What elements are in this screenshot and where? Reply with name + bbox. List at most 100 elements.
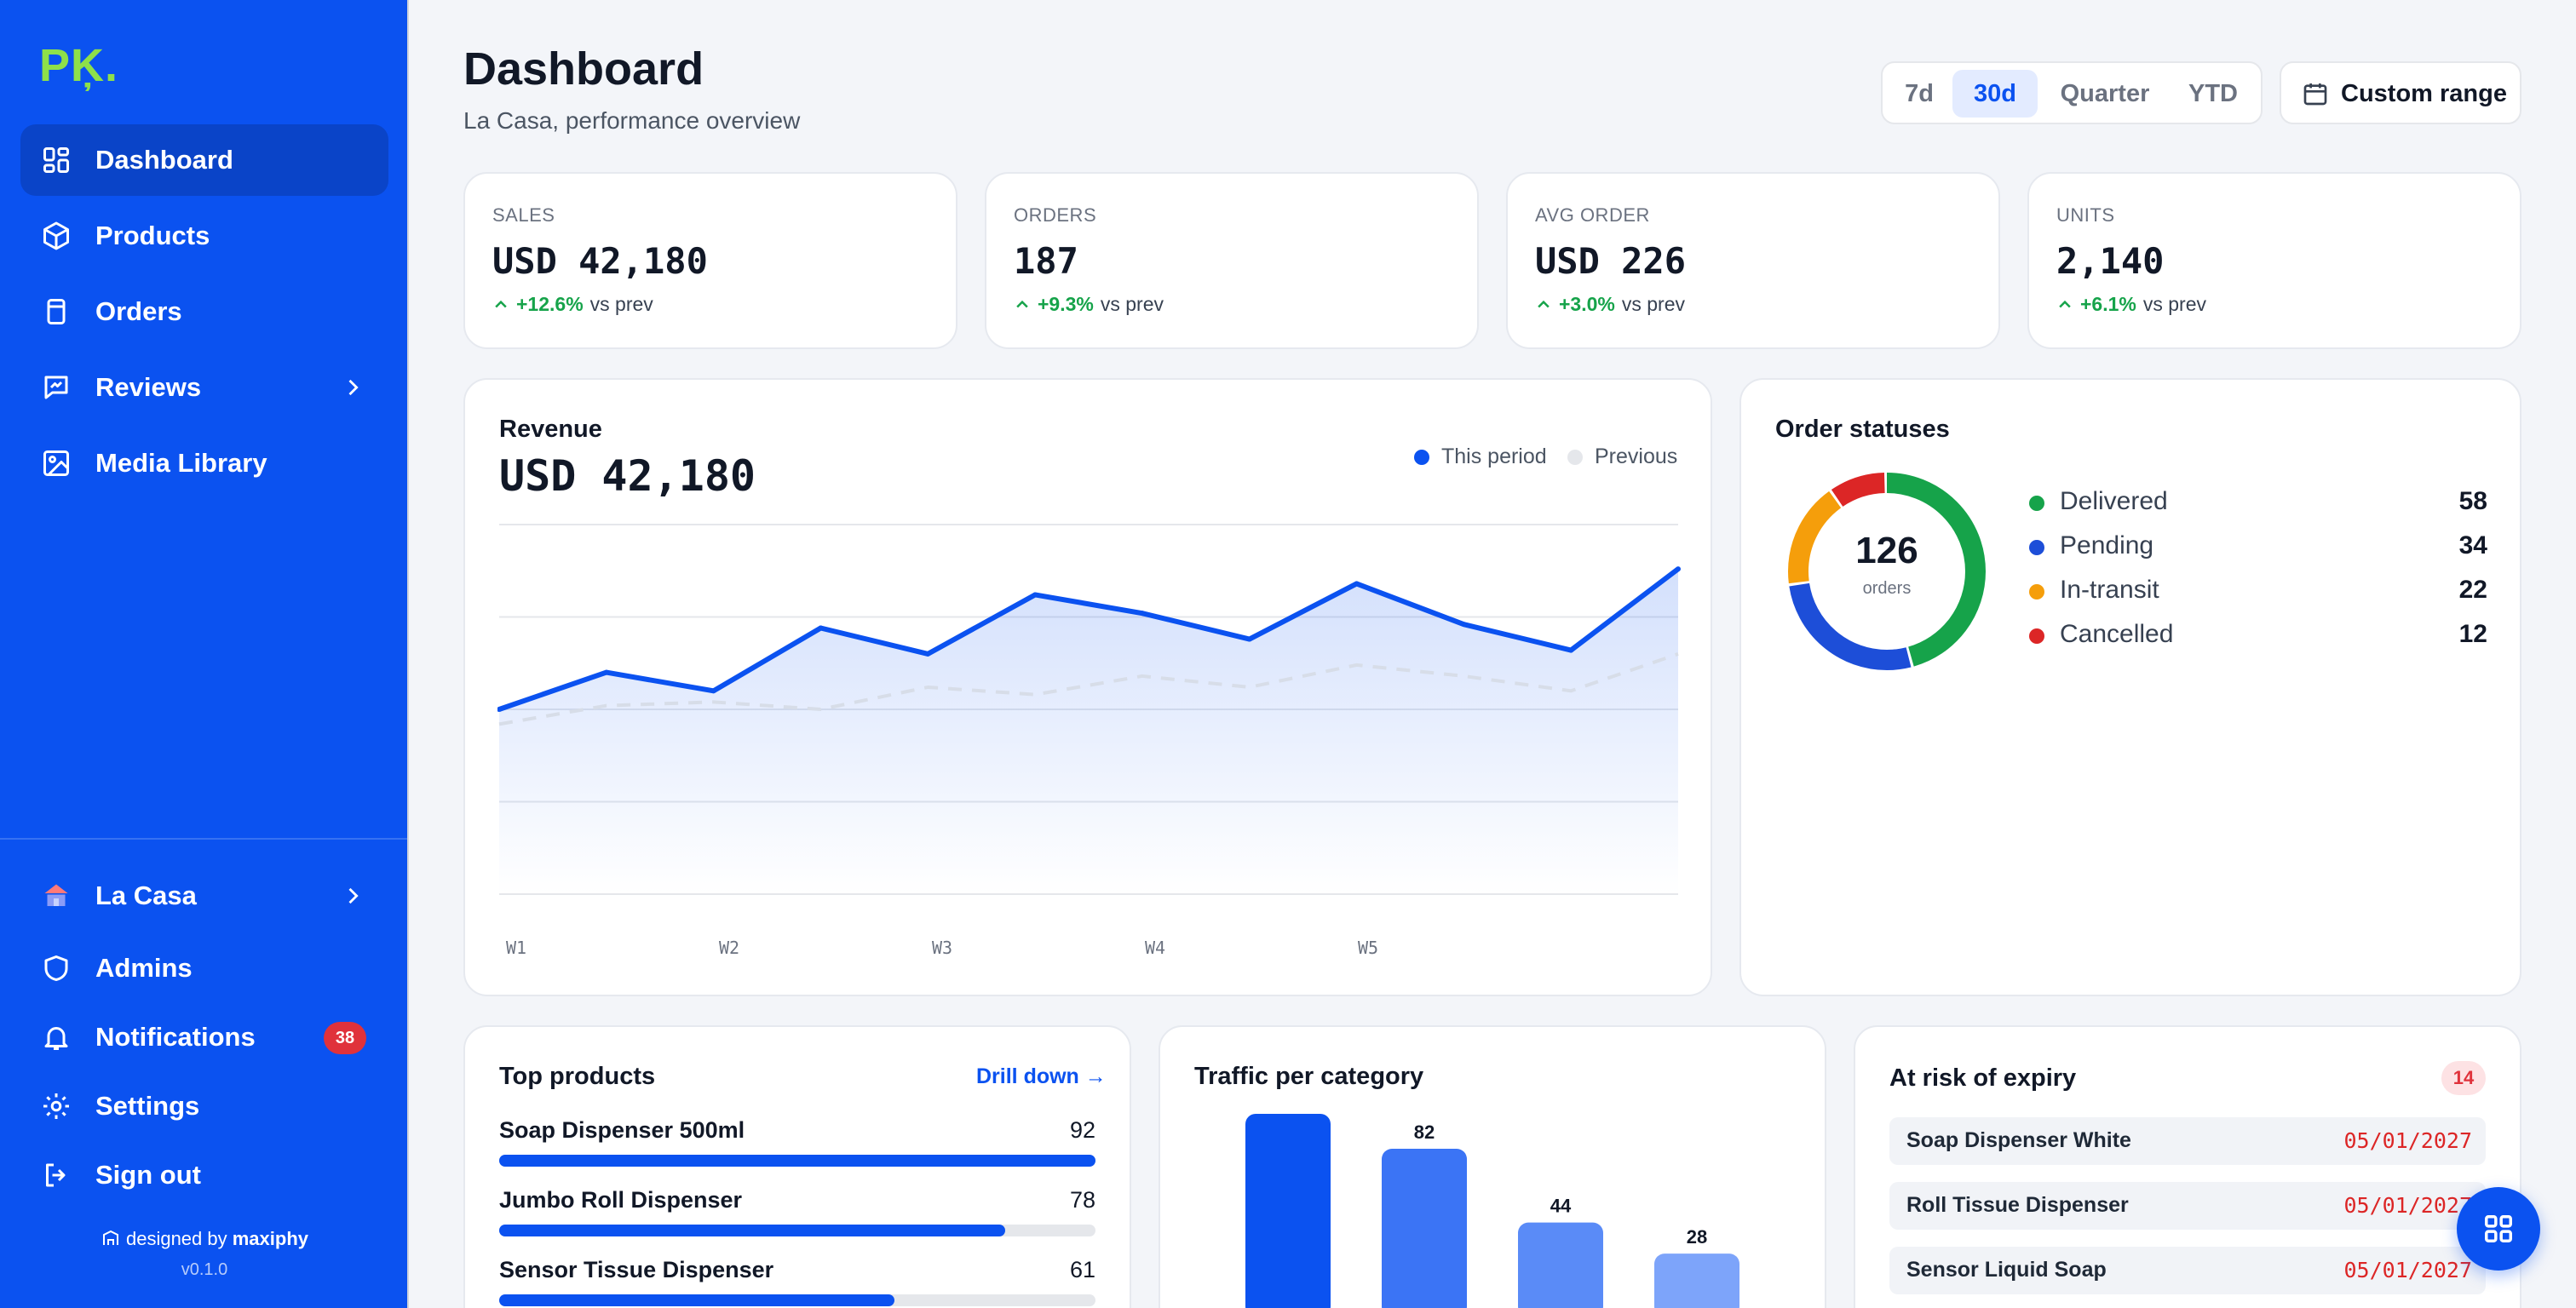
sidebar-item-orders[interactable]: Orders [20, 276, 388, 347]
donut-slice-in-transit [1788, 473, 1986, 670]
kpi-delta-suffix: vs prev [1100, 293, 1164, 315]
product-bar-track [499, 1225, 1095, 1236]
sidebar-item-products[interactable]: Products [20, 200, 388, 272]
kpi-value: USD 42,180 [492, 240, 708, 282]
box-icon [43, 221, 69, 250]
custom-range-button[interactable]: Custom range [2280, 61, 2521, 124]
status-count: 34 [2458, 531, 2487, 559]
revenue-title: Revenue [499, 416, 602, 443]
kpi-delta-value: +9.3% [1038, 293, 1094, 315]
product-bar-fill [499, 1155, 1095, 1167]
sidebar-divider [0, 838, 407, 840]
brand-logo[interactable]: PĶ. [39, 40, 119, 91]
sidebar-item-settings[interactable]: Settings [20, 1070, 388, 1142]
traffic-title: Traffic per category [1194, 1063, 1424, 1090]
sidebar-item-reviews[interactable]: Reviews [20, 352, 388, 423]
credit-prefix: designed by [125, 1228, 227, 1249]
kpi-delta: +9.3% vs prev [1014, 293, 1164, 316]
expiry-row[interactable]: Soap Dispenser White 05/01/2027 [1889, 1117, 2486, 1165]
chevron-right-icon [348, 379, 359, 396]
kpi-delta-suffix: vs prev [589, 293, 653, 315]
kpi-delta-suffix: vs prev [1621, 293, 1685, 315]
kpi-card-sales[interactable]: SALES USD 42,180 +12.6% vs prev [463, 172, 957, 349]
status-row-in-transit[interactable]: In-transit 22 [2029, 574, 2487, 608]
product-bar-track [499, 1294, 1095, 1306]
product-value: 78 [1069, 1187, 1095, 1213]
range-30d[interactable]: 30d [1952, 70, 2038, 118]
expiry-item-date: 05/01/2027 [2343, 1193, 2472, 1218]
status-row-delivered[interactable]: Delivered 58 [2029, 485, 2487, 519]
revenue-area-chart: W1 W2 W3 W4 W5 [497, 524, 1681, 958]
sidebar-item-media-library[interactable]: Media Library [20, 427, 388, 499]
legend-this-period[interactable]: This period [1414, 445, 1547, 469]
traffic-bar-label: 44 [1550, 1196, 1572, 1217]
status-swatch [2029, 584, 2044, 600]
shield-icon [44, 955, 68, 981]
sidebar-item-notifications[interactable]: Notifications 38 [20, 1001, 388, 1073]
drill-down-link[interactable]: Drill down → [976, 1064, 1107, 1088]
sidebar-item-label: Admins [95, 953, 193, 983]
version-label: v0.1.0 [181, 1260, 228, 1279]
calendar-icon [2303, 83, 2327, 106]
kpi-value: 2,140 [2056, 240, 2165, 282]
range-7d[interactable]: 7d [1905, 79, 1934, 107]
expiry-row[interactable]: Roll Tissue Dispenser 05/01/2027 [1889, 1182, 2486, 1230]
kpi-card-avg-order[interactable]: AVG ORDER USD 226 +3.0% vs prev [1506, 172, 2000, 349]
maxiphy-logo-icon [102, 1230, 118, 1245]
product-name: Sensor Tissue Dispenser [499, 1257, 774, 1282]
range-selector: 7d 30d Quarter YTD [1881, 61, 2263, 124]
sign-out-icon [46, 1163, 66, 1187]
sidebar-item-label: Media Library [95, 448, 267, 478]
store-icon [44, 884, 68, 906]
designer-credit[interactable]: designed by maxiphy [0, 1228, 409, 1250]
product-name: Soap Dispenser 500ml [499, 1117, 745, 1143]
kpi-delta: +12.6% vs prev [492, 293, 653, 316]
status-name: In-transit [2060, 576, 2159, 604]
legend-previous[interactable]: Previous [1567, 445, 1677, 469]
series-line-previous [498, 652, 1679, 726]
kpi-delta-value: +6.1% [2080, 293, 2136, 315]
expiry-title: At risk of expiry [1889, 1064, 2077, 1092]
data-point [497, 707, 502, 712]
product-value: 61 [1069, 1257, 1095, 1282]
expiry-item-name: Soap Dispenser White [1906, 1128, 2131, 1152]
sidebar-item-admins[interactable]: Admins [20, 932, 388, 1004]
x-tick-label: W5 [1358, 938, 1378, 958]
order-status-donut [1788, 473, 1986, 670]
legend-label: This period [1441, 445, 1547, 468]
status-swatch [2029, 540, 2044, 555]
custom-range-label: Custom range [2341, 80, 2507, 107]
status-name: Pending [2060, 531, 2154, 559]
status-swatch [2029, 496, 2044, 511]
expiry-row[interactable]: Sensor Liquid Soap 05/01/2027 [1889, 1247, 2486, 1294]
data-point [603, 669, 609, 675]
sidebar-item-label: Sign out [95, 1160, 201, 1190]
traffic-bar-chart: 82 44 28 [1245, 1114, 1739, 1308]
kpi-value: USD 226 [1535, 240, 1687, 282]
sidebar-item-dashboard[interactable]: Dashboard [20, 124, 388, 196]
sidebar-item-sign-out[interactable]: Sign out [20, 1139, 388, 1211]
traffic-bar [1382, 1149, 1467, 1308]
range-ytd[interactable]: YTD [2188, 79, 2238, 107]
credit-brand: maxiphy [232, 1228, 309, 1249]
dashboard-icon [43, 147, 69, 173]
kpi-card-units[interactable]: UNITS 2,140 +6.1% vs prev [2027, 172, 2521, 349]
kpi-label: AVG ORDER [1535, 204, 1650, 226]
status-row-pending[interactable]: Pending 34 [2029, 530, 2487, 564]
status-count: 58 [2458, 487, 2487, 515]
x-tick-label: W4 [1145, 938, 1165, 958]
quick-actions-button[interactable] [2457, 1187, 2540, 1271]
range-quarter[interactable]: Quarter [2060, 79, 2150, 107]
kpi-card-orders[interactable]: ORDERS 187 +9.3% vs prev [985, 172, 1479, 349]
product-bar-track [499, 1155, 1095, 1167]
traffic-bar [1654, 1254, 1739, 1308]
kpi-value: 187 [1014, 240, 1078, 282]
data-point [1568, 647, 1574, 653]
sidebar-item-store[interactable]: La Casa [20, 860, 388, 932]
data-point [925, 651, 931, 657]
donut-slice-pending [1788, 473, 1986, 670]
image-icon [43, 450, 69, 476]
status-row-cancelled[interactable]: Cancelled 12 [2029, 618, 2487, 652]
kpi-label: ORDERS [1014, 204, 1097, 226]
kpi-label: SALES [492, 204, 555, 226]
